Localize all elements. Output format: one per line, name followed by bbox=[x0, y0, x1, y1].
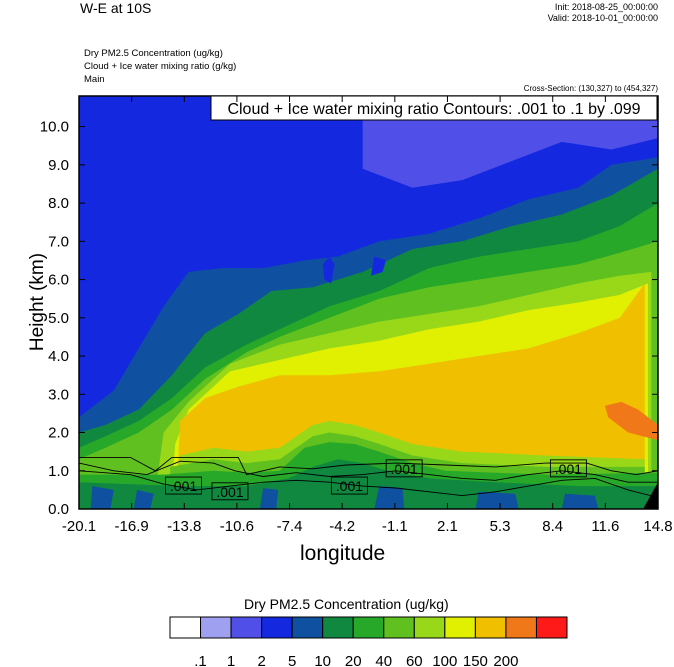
surface-low-concentration bbox=[561, 493, 599, 509]
field-label-pm25: Dry PM2.5 Concentration (ug/kg) bbox=[84, 48, 223, 59]
chart-title: Cloud + Ice water mixing ratio Contours:… bbox=[227, 101, 640, 118]
valid-time: Valid: 2018-10-01_00:00:00 bbox=[547, 13, 658, 23]
contour-labels: .001 .001 .001 .001 .001 bbox=[165, 459, 587, 501]
colorbar-level-label: 100 bbox=[432, 653, 457, 667]
contour-label: .001 bbox=[336, 478, 363, 494]
surface-low-concentration bbox=[90, 486, 114, 509]
y-tick-label: 2.0 bbox=[48, 425, 69, 442]
x-tick-label: 2.1 bbox=[437, 518, 458, 535]
x-tick-label: -7.4 bbox=[277, 518, 303, 535]
y-axis-label: Height (km) bbox=[27, 252, 48, 352]
colorbar-swatch bbox=[352, 616, 385, 639]
colorbar-swatch bbox=[169, 616, 202, 639]
y-tick-label: 10.0 bbox=[40, 119, 69, 136]
y-tick-label: 6.0 bbox=[48, 272, 69, 289]
colorbar-level-label: 40 bbox=[375, 653, 392, 667]
cross-section-label: Cross-Section: (130,327) to (454,327) bbox=[523, 84, 658, 93]
colorbar-swatch bbox=[383, 616, 415, 639]
cloud-contour-line bbox=[79, 456, 658, 476]
y-tick-label: 8.0 bbox=[48, 195, 69, 212]
x-tick-label: 5.3 bbox=[490, 518, 511, 535]
contour-label-box bbox=[385, 459, 423, 478]
y-tick-label: 7.0 bbox=[48, 233, 69, 250]
contour-title-box: Cloud + Ice water mixing ratio Contours:… bbox=[210, 95, 658, 121]
surface-low-concentration bbox=[475, 491, 519, 509]
colorbar-title: Dry PM2.5 Concentration (ug/kg) bbox=[244, 596, 449, 612]
x-tick-label: -1.1 bbox=[382, 518, 408, 535]
contour-label-box bbox=[549, 459, 587, 478]
clean-air-patch bbox=[261, 203, 270, 246]
contour-label: .001 bbox=[170, 478, 197, 494]
surface-low-concentration bbox=[259, 488, 279, 509]
colorbar-swatch bbox=[535, 616, 568, 639]
field-label-cloud: Cloud + Ice water mixing ratio (g/kg) bbox=[84, 61, 237, 72]
x-axis: -20.1 -16.9 -13.8 -10.6 -7.4 -4.2 -1.1 2.1 5.3 8.… bbox=[62, 96, 673, 535]
concentration-region-orange-light bbox=[176, 283, 645, 487]
clean-air-patch bbox=[371, 256, 386, 276]
y-tick-label: 0.0 bbox=[48, 501, 69, 518]
colorbar-level-label: 20 bbox=[345, 653, 362, 667]
colorbar-level-label: 60 bbox=[406, 653, 423, 667]
colorbar-level-label: .1 bbox=[194, 653, 207, 667]
field-label-main: Main bbox=[84, 74, 105, 85]
contour-label-box bbox=[330, 476, 368, 495]
colorbar-level-label: 5 bbox=[288, 653, 296, 667]
colorbar-swatch bbox=[505, 616, 537, 639]
y-tick-label: 4.0 bbox=[48, 348, 69, 365]
x-tick-label: -10.6 bbox=[220, 518, 254, 535]
colorbar-level-label: 2 bbox=[257, 653, 265, 667]
plot-area bbox=[79, 96, 658, 509]
contour-label: .001 bbox=[216, 484, 243, 500]
x-tick-label: -13.8 bbox=[167, 518, 201, 535]
colorbar: .1 1 2 5 10 20 40 60 100 150 200 bbox=[169, 616, 568, 667]
init-time: Init: 2018-08-25_00:00:00 bbox=[554, 2, 658, 12]
colorbar-level-label: 10 bbox=[314, 653, 331, 667]
y-tick-label: 5.0 bbox=[48, 310, 69, 327]
concentration-region-orange-patch bbox=[604, 401, 658, 441]
x-tick-label: -20.1 bbox=[62, 518, 96, 535]
y-tick-label: 9.0 bbox=[48, 157, 69, 174]
colorbar-swatch bbox=[230, 616, 263, 639]
surface-low-concentration bbox=[374, 486, 405, 509]
y-axis: 0.0 1.0 2.0 3.0 4.0 5.0 6.0 7.0 8.0 9.0 10.0 bbox=[40, 119, 658, 518]
contour-label: .001 bbox=[391, 461, 418, 477]
colorbar-swatch bbox=[291, 616, 324, 639]
colorbar-swatch bbox=[444, 616, 476, 639]
x-tick-label: -4.2 bbox=[329, 518, 355, 535]
x-tick-label: 14.8 bbox=[643, 518, 672, 535]
cloud-contour-line bbox=[79, 460, 658, 483]
x-axis-label: longitude bbox=[300, 542, 386, 565]
colorbar-swatch bbox=[474, 616, 507, 639]
x-tick-label: 11.6 bbox=[591, 518, 619, 535]
surface-low-concentration bbox=[133, 489, 154, 509]
plot-title: W-E at 10S bbox=[80, 0, 152, 16]
clean-air-patch bbox=[322, 256, 335, 284]
x-tick-label: -16.9 bbox=[115, 518, 149, 535]
colorbar-level-label: 1 bbox=[227, 653, 235, 667]
colorbar-swatch bbox=[261, 616, 293, 639]
y-tick-label: 3.0 bbox=[48, 386, 69, 403]
cloud-contour-line bbox=[79, 470, 658, 498]
colorbar-level-label: 200 bbox=[493, 653, 518, 667]
contour-label-box bbox=[211, 482, 249, 501]
colorbar-swatch bbox=[413, 616, 446, 639]
colorbar-swatch bbox=[322, 616, 354, 639]
colorbar-level-label: 150 bbox=[463, 653, 488, 667]
x-tick-label: 8.4 bbox=[542, 518, 563, 535]
contour-label-box bbox=[165, 476, 202, 495]
contour-label: .001 bbox=[555, 461, 582, 477]
colorbar-swatch bbox=[200, 616, 232, 639]
y-tick-label: 1.0 bbox=[48, 463, 69, 480]
